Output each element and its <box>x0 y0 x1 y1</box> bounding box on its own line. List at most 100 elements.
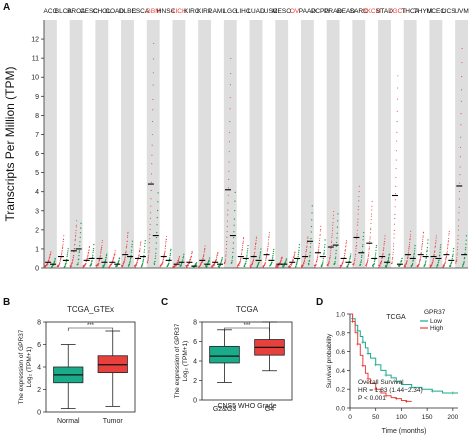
tumor-point <box>381 260 383 262</box>
tumor-point <box>225 248 227 250</box>
tumor-point <box>225 254 227 256</box>
tumor-point <box>71 264 73 266</box>
tumor-point <box>166 235 168 237</box>
normal-point <box>464 249 467 251</box>
normal-point <box>309 254 311 257</box>
tumor-point <box>241 250 243 252</box>
normal-point <box>154 257 156 260</box>
tumor-point <box>329 256 331 258</box>
tumor-point <box>75 224 77 226</box>
tumor-point <box>448 231 450 233</box>
normal-point <box>336 241 338 244</box>
tumor-point <box>418 261 421 263</box>
censor-mark <box>410 385 414 389</box>
tumor-point <box>216 256 218 258</box>
normal-point <box>208 259 210 261</box>
tumor-point <box>446 252 448 254</box>
tumor-point <box>75 229 77 232</box>
normal-point <box>411 263 414 266</box>
tumor-point <box>163 256 165 259</box>
y-axis-label: Transcripts Per Million (TPM) <box>3 67 17 222</box>
y-tick-label: 11 <box>32 56 39 63</box>
tumor-point <box>228 141 231 143</box>
normal-point <box>79 245 81 247</box>
tumor-point <box>317 253 319 255</box>
normal-point <box>270 262 273 265</box>
chart-title: TCGA <box>236 305 259 314</box>
tumor-point <box>448 237 450 240</box>
normal-point <box>387 259 389 261</box>
normal-point <box>334 257 337 260</box>
tumor-point <box>370 219 372 221</box>
tumor-point <box>266 250 268 252</box>
tumor-point <box>108 266 111 268</box>
tumor-point <box>345 245 347 247</box>
y-tick-label: 8 <box>35 113 39 120</box>
tumor-point <box>304 260 306 262</box>
tumor-point <box>384 240 386 243</box>
category-band <box>95 20 109 268</box>
tumor-point <box>280 261 282 263</box>
normal-point <box>66 252 69 254</box>
normal-point <box>388 256 390 259</box>
tumor-point <box>355 250 357 252</box>
tumor-point <box>422 241 424 243</box>
tumor-point <box>316 260 318 262</box>
tumor-point <box>152 58 155 60</box>
panel-label-a: A <box>3 2 11 13</box>
tumor-point <box>304 256 306 259</box>
tumor-point <box>241 246 244 248</box>
significance-label: *** <box>87 323 95 329</box>
tumor-point <box>150 189 152 192</box>
tumor-point <box>165 242 167 244</box>
tumor-point <box>331 235 333 237</box>
tumor-point <box>459 191 461 193</box>
tumor-point <box>255 240 257 242</box>
tumor-point <box>127 235 129 237</box>
tumor-point <box>59 262 61 264</box>
tumor-point <box>229 96 231 99</box>
tumor-point <box>100 250 102 252</box>
normal-point <box>284 262 287 264</box>
normal-point <box>128 263 131 265</box>
tumor-point <box>254 243 257 246</box>
normal-point <box>324 244 326 246</box>
tumor-point <box>409 242 411 244</box>
annotation-text: Overall Survival <box>358 379 404 386</box>
tumor-point <box>461 62 463 64</box>
tumor-point <box>318 245 320 247</box>
tumor-point <box>239 262 241 264</box>
normal-point <box>465 243 467 245</box>
normal-point <box>323 253 325 255</box>
tumor-point <box>328 261 330 263</box>
panel-label-b: B <box>3 297 11 308</box>
tumor-point <box>420 255 422 258</box>
y-tick-label: 1 <box>35 246 39 253</box>
normal-point <box>118 257 121 259</box>
tumor-point <box>225 255 227 257</box>
normal-point <box>80 227 82 229</box>
tumor-point <box>331 237 333 239</box>
tumor-point <box>126 240 128 242</box>
category-label: DLBC <box>119 8 137 15</box>
category-label: PCPG <box>311 8 329 15</box>
tumor-point <box>149 217 151 219</box>
tumor-point <box>61 250 63 252</box>
normal-point <box>439 251 441 254</box>
tumor-point <box>265 257 267 259</box>
normal-point <box>427 242 429 244</box>
tumor-point <box>460 113 462 115</box>
normal-point <box>361 255 363 257</box>
normal-point <box>234 191 236 193</box>
tumor-point <box>420 252 422 254</box>
tumor-point <box>135 265 137 267</box>
normal-point <box>142 262 144 265</box>
tumor-point <box>345 240 348 242</box>
tumor-point <box>408 245 410 247</box>
tumor-point <box>243 237 245 239</box>
normal-point <box>169 254 171 256</box>
tumor-point <box>264 263 266 265</box>
normal-point <box>424 263 426 265</box>
tumor-point <box>391 258 393 260</box>
tumor-point <box>227 194 229 196</box>
